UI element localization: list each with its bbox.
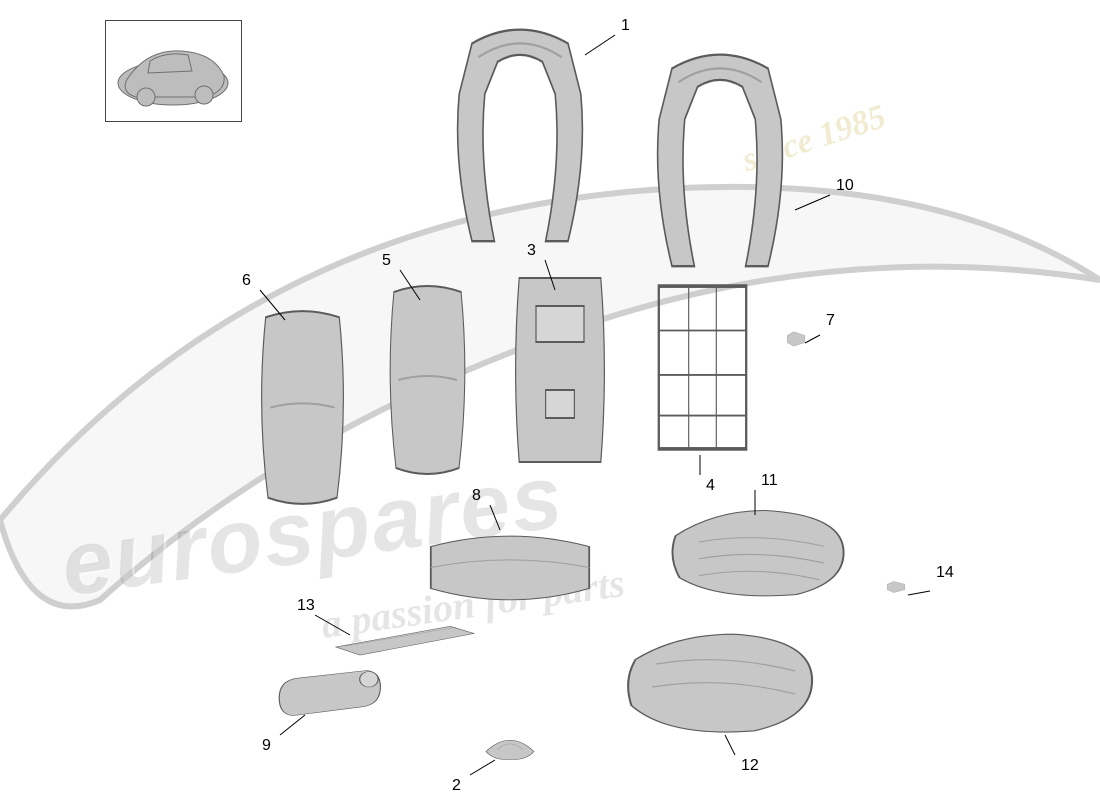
part-seat-pad-upper <box>420 520 600 615</box>
leader-14 <box>908 582 930 586</box>
part-seat-cushion-cover <box>660 500 855 605</box>
callout-number-5: 5 <box>382 252 391 270</box>
vehicle-thumbnail <box>105 20 242 122</box>
callout-number-8: 8 <box>472 487 481 505</box>
part-backrest-shell-right <box>640 50 800 280</box>
callout-number-1: 1 <box>621 17 630 35</box>
part-clip-small <box>785 330 807 348</box>
callout-number-4: 4 <box>706 477 715 495</box>
part-seat-cushion-base <box>615 625 820 740</box>
part-trim-strip <box>330 620 480 665</box>
callout-number-7: 7 <box>826 312 835 330</box>
leader-10 <box>795 195 830 210</box>
part-backrest-cushion-inner <box>375 280 480 480</box>
part-small-bracket <box>470 720 550 765</box>
part-backrest-cushion-outer <box>245 305 360 510</box>
leader-7 <box>805 330 820 338</box>
callout-number-2: 2 <box>452 777 461 795</box>
callout-number-10: 10 <box>836 177 854 195</box>
callout-number-11: 11 <box>761 472 778 490</box>
part-clip-seat <box>885 580 907 594</box>
callout-number-12: 12 <box>741 757 759 775</box>
diagram-canvas: since 1985 eurospares a passion for part… <box>0 0 1100 800</box>
callout-number-13: 13 <box>297 597 315 615</box>
callout-number-9: 9 <box>262 737 271 755</box>
part-backrest-frame <box>645 275 760 460</box>
callout-number-3: 3 <box>527 242 536 260</box>
part-backrest-panel <box>500 270 620 470</box>
part-backrest-shell-left <box>440 25 600 255</box>
callout-number-6: 6 <box>242 272 251 290</box>
callout-number-14: 14 <box>936 564 954 582</box>
part-bolster-roll <box>270 665 385 720</box>
